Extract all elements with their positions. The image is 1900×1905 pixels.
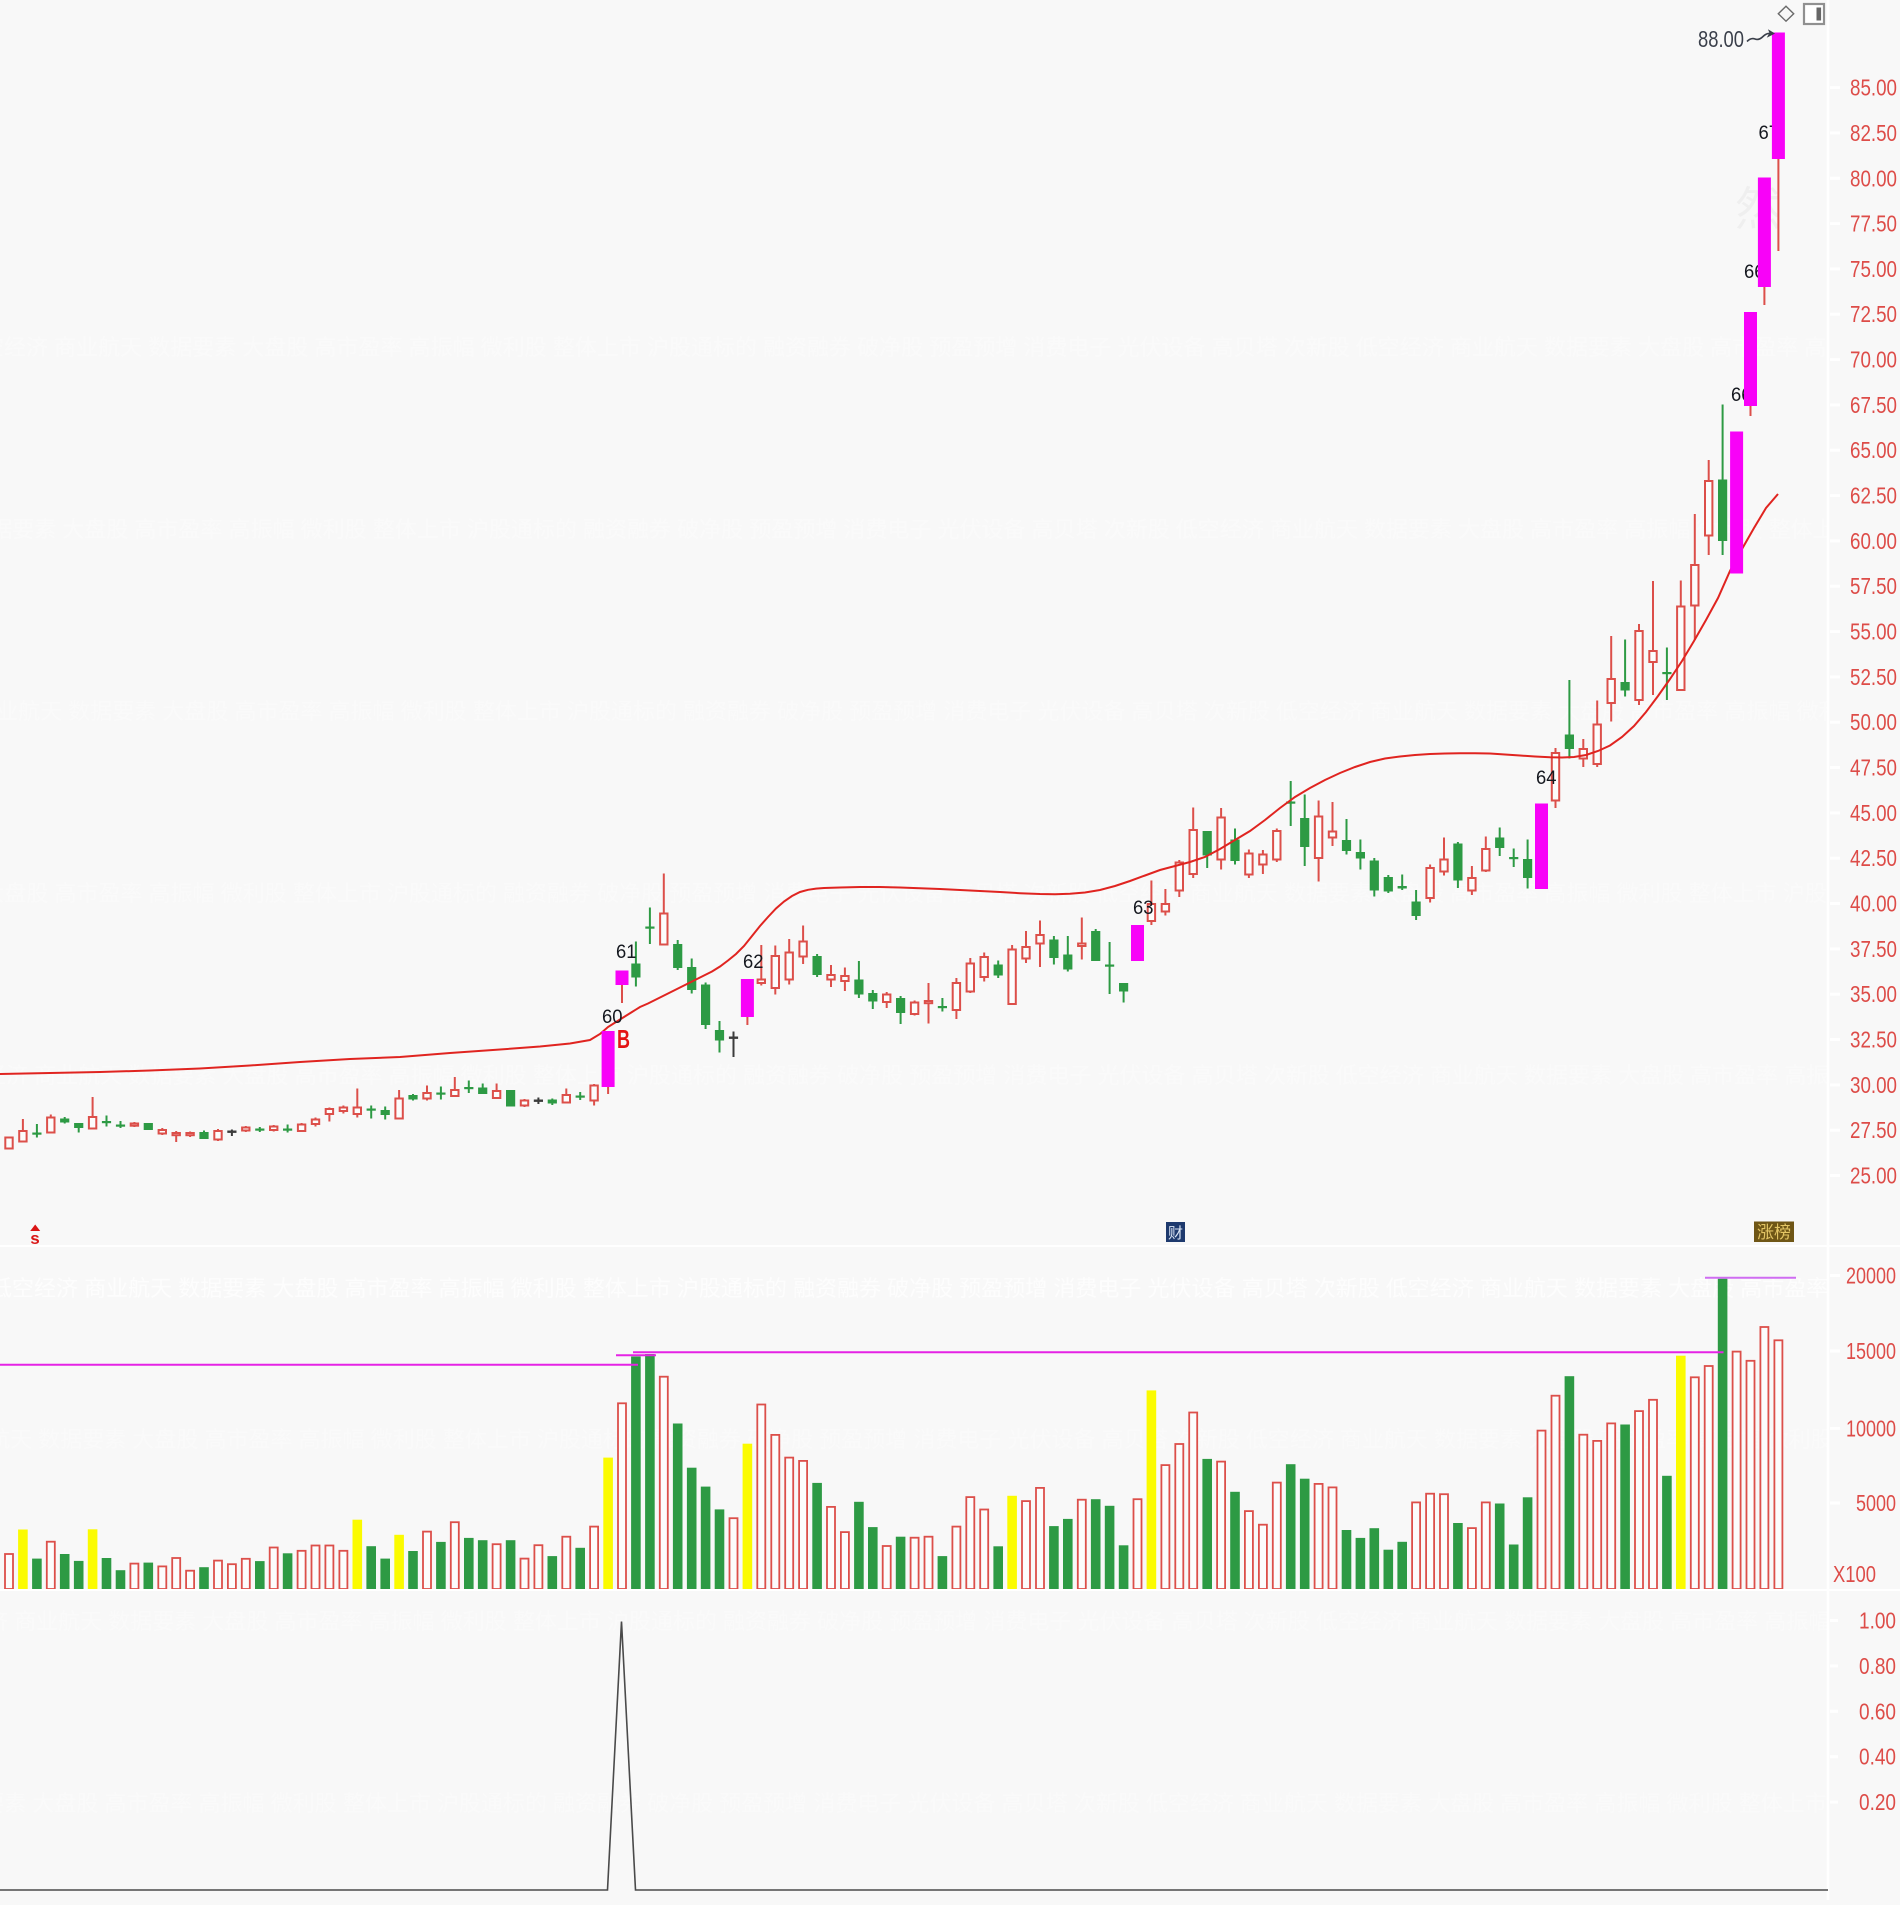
svg-text:15000: 15000 [1846,1338,1896,1364]
svg-text:27.50: 27.50 [1850,1117,1897,1143]
svg-text:52.50: 52.50 [1850,664,1897,690]
svg-text:37.50: 37.50 [1850,936,1897,962]
svg-text:60.00: 60.00 [1850,528,1897,554]
svg-text:32.50: 32.50 [1850,1027,1897,1053]
svg-text:X100: X100 [1833,1561,1876,1587]
svg-text:45.00: 45.00 [1850,800,1897,826]
svg-text:0.60: 0.60 [1859,1698,1896,1724]
svg-text:低空经济 商业航天 数据要素 大盘股 高市盈率 高振幅 微利: 低空经济 商业航天 数据要素 大盘股 高市盈率 高振幅 微利股 整体上市 沪股通… [0,1427,1900,1452]
svg-text:82.50: 82.50 [1850,120,1897,146]
svg-text:42.50: 42.50 [1850,845,1897,871]
svg-text:5000: 5000 [1856,1490,1896,1516]
svg-text:55.00: 55.00 [1850,619,1897,645]
svg-text:低空经济 商业航天 数据要素 大盘股 高市盈率 高振幅 微利: 低空经济 商业航天 数据要素 大盘股 高市盈率 高振幅 微利股 整体上市 沪股通… [0,1063,1900,1088]
svg-text:60: 60 [602,1007,623,1028]
svg-text:0.40: 0.40 [1859,1744,1896,1770]
svg-text:85.00: 85.00 [1850,75,1897,101]
svg-text:1.00: 1.00 [1859,1608,1896,1634]
svg-text:低空经济 商业航天 数据要素 大盘股 高市盈率 高振幅 微利: 低空经济 商业航天 数据要素 大盘股 高市盈率 高振幅 微利股 整体上市 沪股通… [0,517,1900,542]
svg-text:s: s [30,1229,39,1248]
svg-text:B: B [617,1024,630,1054]
svg-text:10000: 10000 [1846,1415,1896,1441]
svg-text:88.00: 88.00 [1698,26,1744,52]
svg-text:64: 64 [1536,768,1557,789]
svg-text:47.50: 47.50 [1850,755,1897,781]
svg-text:0.80: 0.80 [1859,1653,1896,1679]
svg-text:0.20: 0.20 [1859,1789,1896,1815]
svg-text:40.00: 40.00 [1850,891,1897,917]
svg-text:72.50: 72.50 [1850,301,1897,327]
svg-text:50.00: 50.00 [1850,709,1897,735]
svg-text:65.00: 65.00 [1850,437,1897,463]
svg-text:低空经济 商业航天 数据要素 大盘股 高市盈率 高振幅 微利: 低空经济 商业航天 数据要素 大盘股 高市盈率 高振幅 微利股 整体上市 沪股通… [0,335,1900,360]
svg-text:35.00: 35.00 [1850,981,1897,1007]
svg-text:涨榜: 涨榜 [1757,1223,1791,1242]
svg-text:62: 62 [743,952,764,973]
svg-text:70.00: 70.00 [1850,347,1897,373]
svg-text:财: 财 [1168,1225,1183,1242]
svg-text:57.50: 57.50 [1850,573,1897,599]
svg-text:25.00: 25.00 [1850,1163,1897,1189]
svg-text:低空经济 商业航天 数据要素 大盘股 高市盈率 高振幅 微利: 低空经济 商业航天 数据要素 大盘股 高市盈率 高振幅 微利股 整体上市 沪股通… [0,699,1900,724]
svg-text:63: 63 [1133,898,1154,919]
svg-text:低空经济 商业航天 数据要素 大盘股 高市盈率 高振幅 微利: 低空经济 商业航天 数据要素 大盘股 高市盈率 高振幅 微利股 整体上市 沪股通… [0,1609,1900,1634]
svg-text:61: 61 [616,942,637,963]
svg-text:低空经济 商业航天 数据要素 大盘股 高市盈率 高振幅 微利: 低空经济 商业航天 数据要素 大盘股 高市盈率 高振幅 微利股 整体上市 沪股通… [0,881,1900,906]
svg-text:77.50: 77.50 [1850,211,1897,237]
svg-text:低空经济 商业航天 数据要素 大盘股 高市盈率 高振幅 微利: 低空经济 商业航天 数据要素 大盘股 高市盈率 高振幅 微利股 整体上市 沪股通… [0,1791,1900,1816]
svg-text:30.00: 30.00 [1850,1072,1897,1098]
svg-text:80.00: 80.00 [1850,165,1897,191]
svg-text:低空经济 商业航天 数据要素 大盘股 高市盈率 高振幅 微利: 低空经济 商业航天 数据要素 大盘股 高市盈率 高振幅 微利股 整体上市 沪股通… [0,1276,1900,1301]
svg-text:75.00: 75.00 [1850,256,1897,282]
svg-text:20000: 20000 [1846,1263,1896,1289]
svg-text:67.50: 67.50 [1850,392,1897,418]
svg-text:62.50: 62.50 [1850,483,1897,509]
